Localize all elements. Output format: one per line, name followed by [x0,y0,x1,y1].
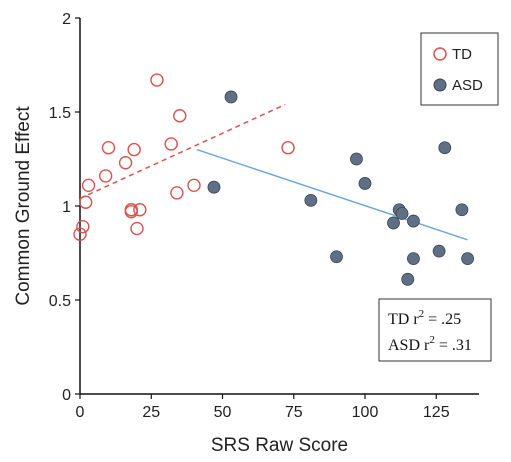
y-tick-label: 2 [62,11,71,28]
asd-point [432,244,446,258]
td-point [133,203,147,217]
td-r2-annotation: TD r2 = .25 [388,308,461,328]
asd-r2-label: ASD r [388,337,430,354]
y-axis-title: Common Ground Effect [13,106,34,306]
asd-point [358,177,372,190]
td-point [78,195,93,209]
y-tick-label: 1 [62,199,71,216]
legend-asd-label: ASD [452,77,483,94]
y-tick-label: 0.5 [49,293,71,310]
td-point [124,203,139,217]
td-point [76,219,90,234]
legend-asd-marker [433,78,447,92]
td-point [73,227,87,241]
asd-r2-sup: 2 [429,334,435,346]
asd-point [387,216,400,230]
td-point [130,221,144,236]
x-axis-title: SRS Raw Score [211,435,348,456]
y-ticks: 0 0.5 1 1.5 2 [49,11,80,404]
asd-point [461,252,475,266]
td-r2-value: = .25 [424,311,461,328]
td-point [127,142,141,157]
asd-point [401,272,415,286]
asd-point [407,252,420,266]
data-points [73,73,475,286]
x-tick-label: 0 [76,404,85,421]
asd-point [304,193,318,207]
td-point [170,186,184,200]
legend-box [420,32,499,106]
legend-td-label: TD [452,46,472,63]
asd-r2-value: = .31 [435,337,472,354]
asd-point [330,250,343,264]
td-point [101,141,116,155]
y-tick-label: 1.5 [49,105,71,122]
x-tick-label: 50 [214,404,232,421]
asd-point [395,207,409,220]
r-squared-box: TD r2 = .25 ASD r2 = .31 [378,298,492,362]
asd-point [438,141,452,155]
y-tick-label: 0 [62,387,71,404]
td-point [281,141,295,155]
td-r2-sup: 2 [419,308,425,320]
x-tick-label: 25 [142,404,160,421]
td-point [150,73,164,87]
td-point [118,156,133,170]
stats-box [378,298,492,362]
asd-point [224,90,238,104]
x-tick-label: 125 [423,404,450,421]
td-r2-label: TD r [388,311,419,328]
asd-trend-line [196,148,468,241]
td-point [173,109,187,123]
asd-point [407,214,420,228]
td-point [81,178,96,193]
asd-r2-annotation: ASD r2 = .31 [388,334,472,354]
td-point [164,137,178,151]
trend-lines [79,103,468,241]
td-point [187,178,201,193]
legend: TD ASD [420,32,499,106]
td-point [98,169,113,183]
x-ticks: 0 25 50 75 100 125 [76,394,450,421]
x-tick-label: 75 [285,404,303,421]
asd-point [455,203,469,217]
legend-td-marker [433,47,447,61]
x-tick-label: 100 [352,404,379,421]
asd-point [207,180,221,194]
td-trend-line [79,103,286,200]
asd-point [350,152,363,166]
